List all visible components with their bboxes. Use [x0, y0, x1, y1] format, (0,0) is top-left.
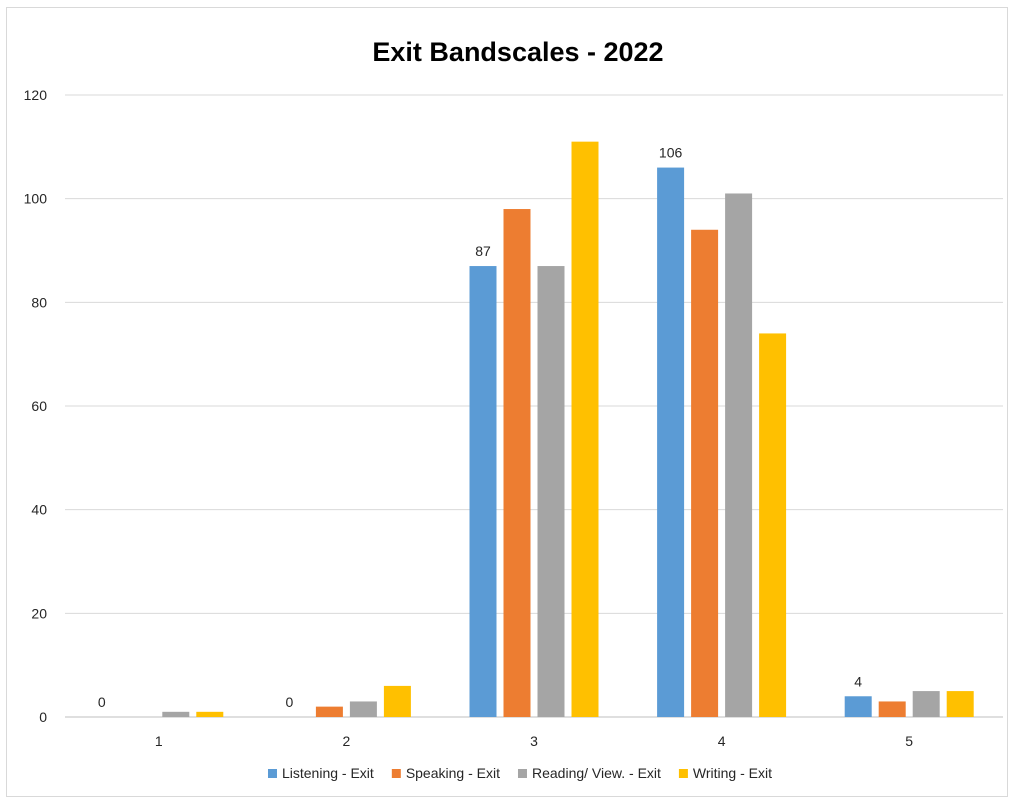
chart-title: Exit Bandscales - 2022 [372, 37, 663, 67]
bar [537, 266, 565, 717]
bar [469, 266, 497, 717]
legend-label: Reading/ View. - Exit [532, 765, 661, 781]
x-tick-label: 2 [343, 733, 351, 749]
bar [844, 696, 872, 717]
legend-item: Writing - Exit [678, 765, 772, 781]
bar [946, 691, 974, 717]
bar [657, 167, 685, 718]
legend-swatch [517, 769, 527, 778]
gridlines [65, 94, 1003, 718]
y-tick-label: 40 [31, 502, 47, 518]
legend-swatch [678, 769, 688, 778]
y-tick-label: 100 [24, 191, 48, 207]
y-tick-label: 0 [39, 709, 47, 725]
legend-swatch [391, 769, 401, 778]
data-label: 0 [98, 694, 106, 710]
data-label: 0 [286, 694, 294, 710]
data-labels: 0 0 87 106 4 [98, 145, 862, 710]
legend: Listening - Exit Speaking - Exit Reading/ … [267, 765, 772, 781]
bar [725, 193, 753, 717]
data-label: 87 [475, 243, 491, 259]
bar [878, 701, 906, 717]
x-tick-label: 4 [718, 733, 726, 749]
data-label: 106 [659, 145, 683, 161]
bars [162, 141, 974, 718]
bar [196, 711, 224, 717]
y-tick-label: 80 [31, 294, 47, 310]
bar [349, 701, 377, 717]
x-tick-label: 3 [530, 733, 538, 749]
bar [571, 141, 599, 717]
y-tick-label: 20 [31, 605, 47, 621]
bar [503, 209, 531, 718]
legend-item: Listening - Exit [267, 765, 374, 781]
legend-label: Speaking - Exit [406, 765, 500, 781]
bar [162, 711, 190, 717]
bar [691, 229, 719, 717]
y-tick-label: 60 [31, 398, 47, 414]
y-tick-label: 120 [24, 87, 48, 103]
legend-swatch [267, 769, 277, 778]
legend-item: Speaking - Exit [391, 765, 500, 781]
x-tick-label: 5 [905, 733, 913, 749]
bar [912, 691, 940, 717]
data-label: 4 [854, 673, 862, 689]
legend-label: Writing - Exit [693, 765, 772, 781]
bar [383, 685, 411, 717]
x-axis-ticks: 1 2 3 4 5 [155, 733, 913, 749]
bar [315, 706, 343, 717]
legend-item: Reading/ View. - Exit [517, 765, 661, 781]
legend-label: Listening - Exit [282, 765, 374, 781]
bar [759, 333, 787, 717]
x-tick-label: 1 [155, 733, 163, 749]
y-axis-ticks: 0 20 40 60 80 100 120 [24, 87, 48, 725]
